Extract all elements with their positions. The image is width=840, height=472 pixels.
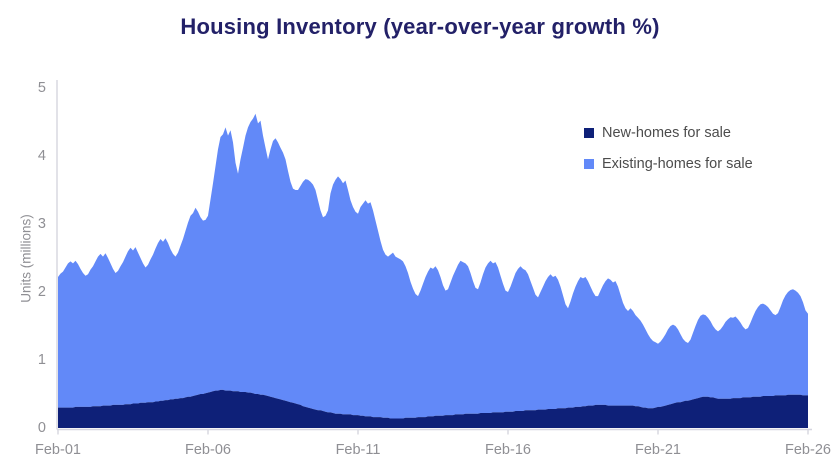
x-tick-label: Feb-21: [635, 442, 681, 458]
y-tick-label: 5: [37, 80, 46, 96]
x-tick-label: Feb-01: [35, 442, 81, 458]
new-homes-swatch-icon: [584, 128, 594, 138]
legend-label: New-homes for sale: [602, 125, 731, 141]
existing-homes-area: [58, 113, 808, 419]
chart-title: Housing Inventory (year-over-year growth…: [180, 14, 660, 39]
y-tick-label: 0: [37, 420, 46, 436]
x-tick-label: Feb-11: [335, 442, 381, 458]
legend-item-existing-homes: Existing-homes for sale: [584, 154, 753, 174]
axis-spines: [56, 80, 812, 431]
x-tick-label: Feb-16: [485, 442, 531, 458]
x-axis-ticks: [57, 429, 809, 435]
y-tick-label: 1: [37, 352, 46, 368]
legend: New-homes for sale Existing-homes for sa…: [584, 123, 753, 185]
y-tick-label: 3: [37, 216, 46, 232]
existing-homes-swatch-icon: [584, 159, 594, 169]
x-tick-label: Feb-26: [785, 442, 831, 458]
y-tick-label: 2: [37, 284, 46, 300]
legend-label: Existing-homes for sale: [602, 156, 753, 172]
legend-item-new-homes: New-homes for sale: [584, 123, 753, 143]
new-homes-area: [58, 389, 808, 428]
x-tick-label: Feb-06: [185, 442, 231, 458]
y-tick-label: 4: [37, 148, 46, 164]
